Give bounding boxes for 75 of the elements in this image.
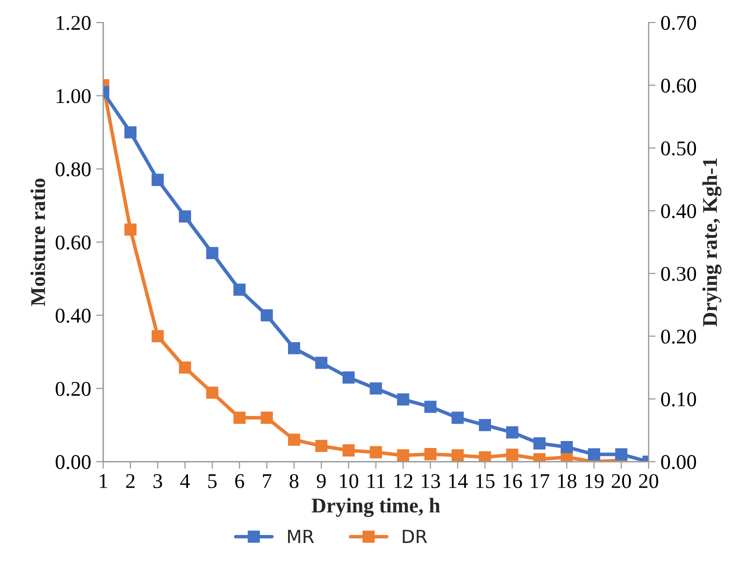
- x-tick-label: 9: [316, 474, 326, 488]
- x-tick-label: 15: [476, 474, 495, 488]
- y-tick-label: 1.00: [56, 89, 91, 104]
- y-axis-title: Moisture ratio: [30, 178, 46, 306]
- x-tick-label: 14: [449, 474, 468, 488]
- point: [533, 437, 546, 450]
- x-tick-label: 11: [368, 474, 385, 488]
- x-tick-label: 8: [290, 474, 298, 488]
- point: [424, 400, 436, 413]
- y2-tick-label: 0.10: [661, 392, 696, 406]
- point: [452, 449, 464, 462]
- y-tick-label: 0.80: [56, 162, 91, 176]
- x-tick-label: 7: [262, 474, 272, 488]
- legend-label: MR: [288, 530, 314, 543]
- x-tick-label: 18: [558, 474, 576, 488]
- x-tick-label: 17: [530, 474, 550, 488]
- y-tick-label: 0.00: [56, 455, 91, 470]
- y2-tick-label: 0.20: [661, 330, 696, 344]
- point: [206, 246, 218, 260]
- x-tick-label: 2: [126, 474, 135, 488]
- y2-tick-label: 0.70: [661, 16, 696, 30]
- point: [397, 449, 410, 462]
- point: [315, 356, 328, 369]
- x-tick-label: 19: [585, 474, 604, 488]
- x-tick-label: 13: [422, 474, 440, 488]
- point: [478, 451, 492, 462]
- point: [452, 412, 464, 424]
- y-tick-label: 0.40: [56, 308, 91, 323]
- point: [152, 330, 164, 342]
- point: [424, 448, 436, 460]
- y-tick-label: 1.20: [56, 16, 91, 30]
- point: [288, 434, 300, 446]
- point: [233, 412, 246, 424]
- point: [506, 448, 518, 461]
- point: [478, 418, 492, 432]
- x-tick-label: 3: [154, 474, 162, 488]
- point: [397, 393, 410, 406]
- x-tick-label: 4: [180, 474, 190, 488]
- x-tick-label: 16: [504, 474, 522, 488]
- y2-tick-label: 0.40: [661, 204, 696, 218]
- x-tick-label: 6: [235, 474, 244, 488]
- point: [342, 371, 355, 384]
- point: [288, 342, 300, 354]
- point: [342, 444, 355, 456]
- point: [124, 223, 137, 236]
- point: [260, 309, 273, 322]
- y-tick-label: 0.20: [56, 382, 91, 396]
- x-axis-title: Drying time, h: [312, 498, 440, 517]
- y-tick-label: 0.60: [56, 235, 91, 250]
- point: [506, 426, 518, 438]
- y2-tick-label: 0.30: [661, 266, 696, 281]
- point: [588, 448, 600, 460]
- x-tick-label: 12: [394, 474, 412, 488]
- y2-tick-label: 0.50: [661, 141, 696, 156]
- point: [178, 210, 192, 223]
- y2-tick-label: 0.60: [661, 78, 696, 93]
- x-tick-label: 20: [612, 474, 631, 488]
- point: [315, 440, 328, 452]
- x-tick-label: 1: [100, 474, 108, 488]
- x-tick-label: 20: [639, 474, 658, 488]
- point: [206, 386, 218, 399]
- legend-label: DR: [402, 530, 428, 543]
- y2-tick-label: 0.00: [661, 455, 696, 470]
- y2-axis-title: Drying rate, Kgh-1: [702, 158, 722, 326]
- point: [260, 412, 273, 424]
- point: [124, 126, 137, 138]
- point: [233, 284, 246, 296]
- point: [370, 446, 382, 458]
- point: [178, 361, 192, 374]
- point: [615, 448, 628, 460]
- x-tick-label: 5: [208, 474, 217, 488]
- point: [152, 174, 164, 186]
- point: [560, 440, 573, 454]
- x-tick-label: 10: [340, 474, 358, 488]
- point: [370, 382, 382, 395]
